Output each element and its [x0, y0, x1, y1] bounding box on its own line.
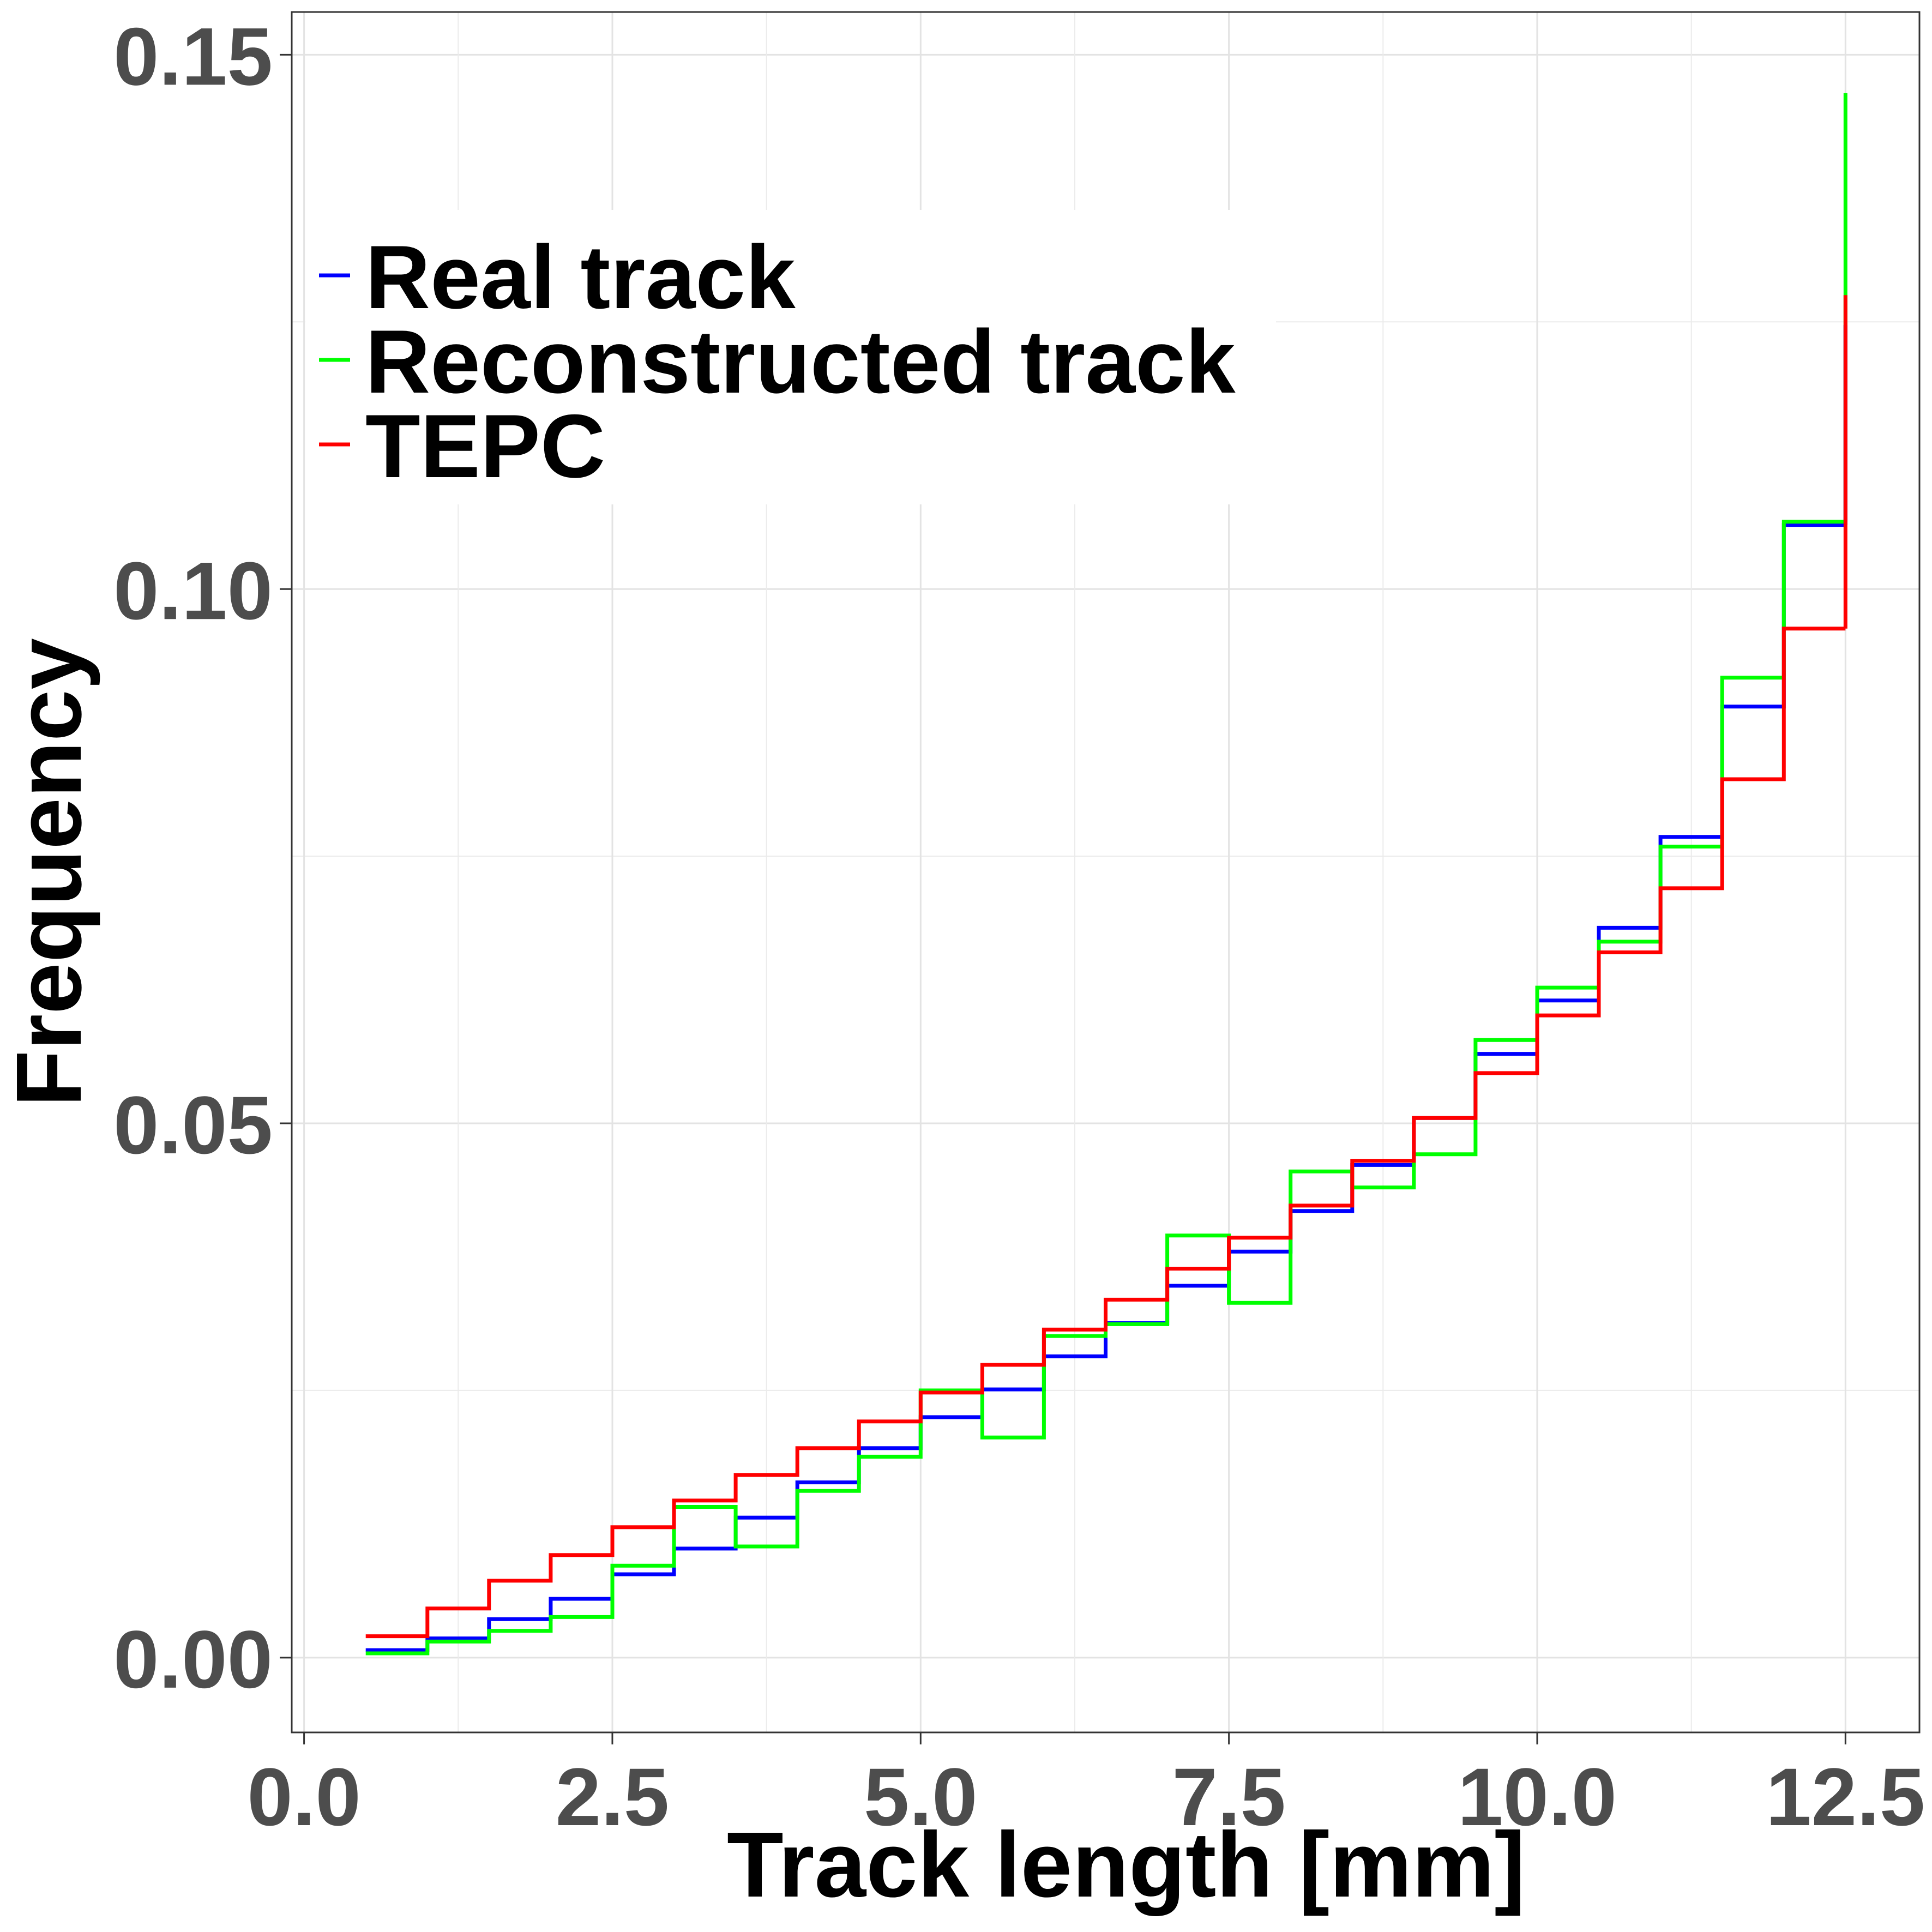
x-tick-label: 5.0	[864, 1751, 978, 1843]
x-tick-label: 10.0	[1458, 1751, 1617, 1843]
x-tick-label: 0.0	[247, 1751, 361, 1843]
series-line	[365, 627, 1846, 1639]
y-axis-title: Frequency	[0, 638, 101, 1107]
x-axis: 0.0 2.5 5.0 7.5 10.0 12.5	[247, 1732, 1925, 1843]
x-axis-title: Track length [mm]	[727, 1813, 1525, 1917]
panel-border	[291, 11, 1921, 1734]
series-layer	[365, 93, 1847, 1656]
legend-label: Real track	[365, 227, 796, 327]
y-tick-label: 0.15	[113, 10, 273, 102]
y-axis: 0.00 0.05 0.10 0.15	[113, 10, 292, 1705]
x-tick-label: 2.5	[556, 1751, 670, 1843]
legend-label: Reconstructed track	[365, 311, 1236, 412]
x-tick-label: 7.5	[1172, 1751, 1286, 1843]
y-tick-label: 0.10	[113, 545, 273, 636]
legend-background	[305, 210, 1276, 504]
x-tick-label: 12.5	[1766, 1751, 1925, 1843]
legend-label: TEPC	[365, 396, 605, 496]
y-tick-label: 0.05	[113, 1079, 273, 1171]
y-tick-label: 0.00	[113, 1614, 273, 1705]
